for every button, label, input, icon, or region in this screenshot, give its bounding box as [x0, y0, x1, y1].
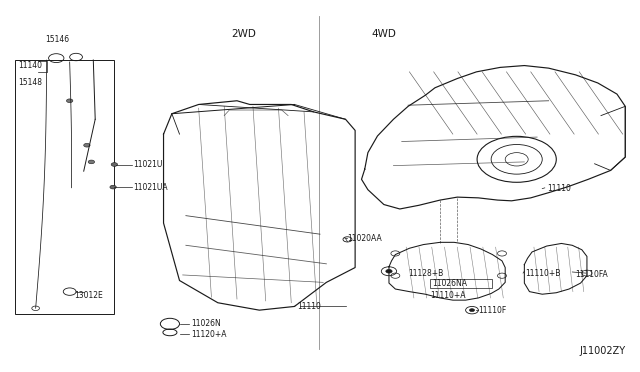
Circle shape	[84, 143, 90, 147]
Bar	[430, 279, 492, 288]
Text: 11026N: 11026N	[191, 320, 221, 328]
Text: 11140: 11140	[19, 61, 43, 70]
Text: 11110F: 11110F	[478, 307, 507, 315]
Circle shape	[67, 99, 73, 103]
Text: 2WD: 2WD	[231, 29, 256, 39]
Text: J11002ZY: J11002ZY	[579, 346, 625, 356]
Circle shape	[386, 269, 392, 273]
Text: 11110+B: 11110+B	[525, 269, 561, 278]
Text: 13012E: 13012E	[74, 291, 103, 300]
Text: 11026NA: 11026NA	[433, 279, 467, 288]
Text: 4WD: 4WD	[371, 29, 396, 39]
Text: 11128+B: 11128+B	[408, 269, 444, 278]
Text: 11110+A: 11110+A	[430, 291, 465, 300]
Bar	[15, 60, 114, 314]
Circle shape	[469, 309, 474, 312]
Text: 15148: 15148	[19, 78, 43, 87]
Text: 11021UA: 11021UA	[134, 183, 168, 192]
Text: 11110: 11110	[547, 184, 571, 193]
Text: 15146: 15146	[45, 35, 69, 44]
Text: 11110: 11110	[298, 302, 321, 311]
Text: 11020AA: 11020AA	[348, 234, 382, 243]
Circle shape	[111, 163, 118, 166]
Circle shape	[110, 185, 116, 189]
Circle shape	[88, 160, 95, 164]
Text: 11120+A: 11120+A	[191, 330, 227, 339]
Text: 11021U: 11021U	[134, 160, 163, 169]
Text: 11110FA: 11110FA	[575, 270, 608, 279]
